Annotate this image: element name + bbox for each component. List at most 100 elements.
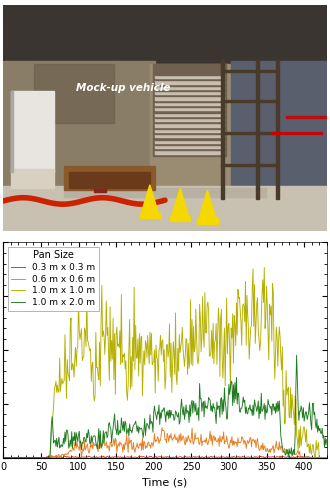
- 1.0 m x 2.0 m: [11, 455, 15, 461]
- Bar: [155, 86, 224, 89]
- Bar: [155, 132, 224, 134]
- 1.0 m x 1.0 m: [305, 444, 309, 450]
- Polygon shape: [198, 190, 216, 220]
- Bar: [271, 132, 322, 134]
- 0.3 m x 0.3 m: [277, 454, 280, 460]
- Bar: [3, 5, 327, 64]
- Bar: [155, 143, 224, 145]
- Bar: [64, 188, 266, 197]
- Bar: [155, 113, 224, 116]
- Bar: [69, 172, 150, 188]
- Bar: [170, 216, 190, 221]
- Bar: [153, 64, 226, 155]
- 0.3 m x 0.3 m: [1, 455, 5, 461]
- Bar: [64, 166, 155, 190]
- 0.6 m x 0.6 m: [277, 439, 281, 445]
- Bar: [155, 148, 224, 151]
- Bar: [155, 107, 224, 111]
- Bar: [150, 64, 231, 188]
- Bar: [155, 121, 224, 123]
- Bar: [155, 116, 224, 118]
- Bar: [94, 180, 106, 192]
- Line: 0.3 m x 0.3 m: 0.3 m x 0.3 m: [3, 456, 327, 458]
- 1.0 m x 2.0 m: [301, 405, 305, 411]
- Bar: [155, 78, 224, 80]
- 0.3 m x 0.3 m: [325, 455, 329, 461]
- Polygon shape: [171, 188, 189, 218]
- 0.6 m x 0.6 m: [305, 455, 309, 461]
- Bar: [155, 75, 224, 78]
- Bar: [11, 91, 54, 172]
- Bar: [34, 64, 115, 123]
- 1.0 m x 1.0 m: [11, 455, 15, 461]
- 0.3 m x 0.3 m: [15, 455, 19, 461]
- Bar: [155, 129, 224, 132]
- Bar: [220, 132, 279, 134]
- Bar: [155, 123, 224, 126]
- 1.0 m x 1.0 m: [1, 455, 5, 461]
- 0.6 m x 0.6 m: [301, 455, 305, 461]
- Bar: [155, 91, 224, 94]
- 1.0 m x 2.0 m: [15, 455, 19, 461]
- Bar: [155, 151, 224, 154]
- 0.6 m x 0.6 m: [160, 425, 164, 431]
- 1.0 m x 2.0 m: [277, 408, 280, 414]
- Bar: [3, 61, 155, 188]
- Line: 0.6 m x 0.6 m: 0.6 m x 0.6 m: [3, 428, 327, 458]
- 1.0 m x 1.0 m: [114, 332, 118, 338]
- Bar: [155, 100, 224, 102]
- 1.0 m x 1.0 m: [15, 455, 19, 461]
- 1.0 m x 2.0 m: [305, 417, 309, 423]
- Bar: [155, 111, 224, 113]
- Bar: [11, 91, 14, 172]
- Bar: [220, 69, 279, 72]
- Bar: [155, 126, 224, 129]
- Legend: 0.3 m x 0.3 m, 0.6 m x 0.6 m, 1.0 m x 1.0 m, 1.0 m x 2.0 m: 0.3 m x 0.3 m, 0.6 m x 0.6 m, 1.0 m x 1.…: [8, 246, 99, 311]
- Bar: [155, 137, 224, 140]
- 1.0 m x 1.0 m: [325, 455, 329, 461]
- Bar: [155, 73, 224, 75]
- X-axis label: Time (s): Time (s): [142, 478, 188, 488]
- Bar: [276, 59, 279, 199]
- Text: Mock-up vehicle: Mock-up vehicle: [76, 83, 170, 93]
- 0.3 m x 0.3 m: [301, 454, 305, 460]
- 0.6 m x 0.6 m: [15, 455, 19, 461]
- Bar: [155, 84, 224, 86]
- Bar: [11, 169, 54, 188]
- Bar: [231, 61, 327, 188]
- 1.0 m x 2.0 m: [325, 436, 329, 442]
- Bar: [3, 186, 327, 231]
- Bar: [140, 213, 160, 218]
- Bar: [197, 218, 217, 223]
- 0.6 m x 0.6 m: [1, 455, 5, 461]
- Bar: [155, 80, 224, 84]
- Bar: [155, 94, 224, 96]
- 1.0 m x 2.0 m: [295, 352, 299, 358]
- Bar: [286, 116, 327, 118]
- Bar: [256, 59, 259, 199]
- Bar: [220, 100, 279, 102]
- 0.6 m x 0.6 m: [114, 437, 118, 443]
- Polygon shape: [141, 185, 159, 215]
- 0.3 m x 0.3 m: [305, 454, 309, 460]
- Bar: [155, 89, 224, 91]
- Bar: [155, 96, 224, 100]
- 1.0 m x 2.0 m: [1, 455, 5, 461]
- Bar: [155, 140, 224, 143]
- Bar: [155, 105, 224, 107]
- Bar: [220, 59, 224, 199]
- Bar: [220, 164, 279, 166]
- Bar: [155, 134, 224, 137]
- Line: 1.0 m x 2.0 m: 1.0 m x 2.0 m: [3, 355, 327, 458]
- 0.3 m x 0.3 m: [11, 455, 15, 461]
- 0.3 m x 0.3 m: [278, 453, 282, 459]
- 0.6 m x 0.6 m: [325, 455, 329, 461]
- 1.0 m x 1.0 m: [301, 425, 305, 431]
- Bar: [155, 102, 224, 105]
- Line: 1.0 m x 1.0 m: 1.0 m x 1.0 m: [3, 268, 327, 458]
- 0.6 m x 0.6 m: [11, 455, 15, 461]
- 0.3 m x 0.3 m: [114, 454, 118, 460]
- Bar: [155, 145, 224, 148]
- 1.0 m x 1.0 m: [262, 265, 266, 271]
- Bar: [155, 118, 224, 121]
